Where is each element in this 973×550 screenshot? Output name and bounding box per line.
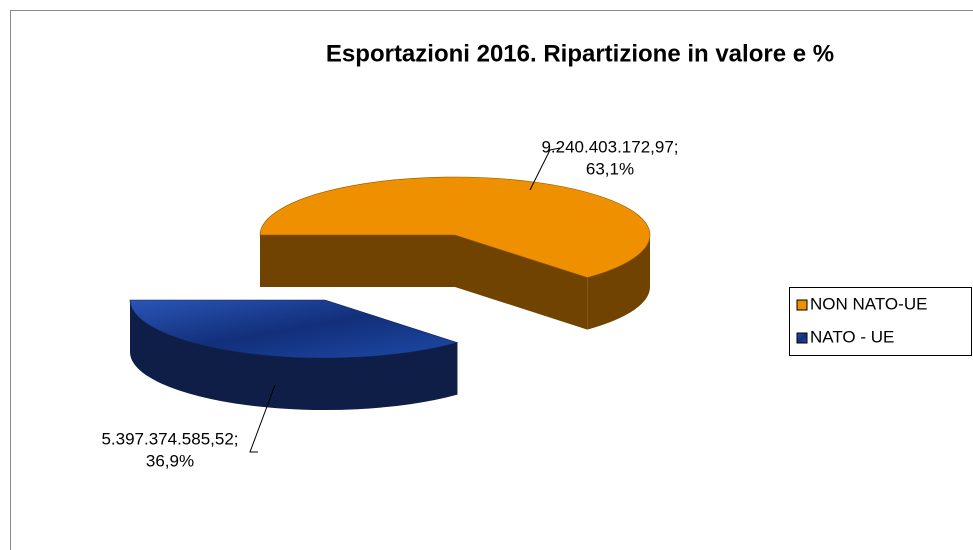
legend-swatch: [797, 333, 807, 343]
legend-label: NATO - UE: [810, 327, 894, 346]
data-label: 9.240.403.172,97;: [541, 137, 678, 156]
legend-label: NON NATO-UE: [810, 294, 927, 313]
legend-swatch: [797, 300, 807, 310]
data-label: 5.397.374.585,52;: [101, 429, 238, 448]
chart: Esportazioni 2016. Ripartizione in valor…: [0, 0, 973, 550]
slice-cut-face: [260, 235, 455, 287]
chart-title: Esportazioni 2016. Ripartizione in valor…: [326, 40, 834, 67]
data-label: 63,1%: [586, 159, 634, 178]
data-label: 36,9%: [146, 451, 194, 470]
